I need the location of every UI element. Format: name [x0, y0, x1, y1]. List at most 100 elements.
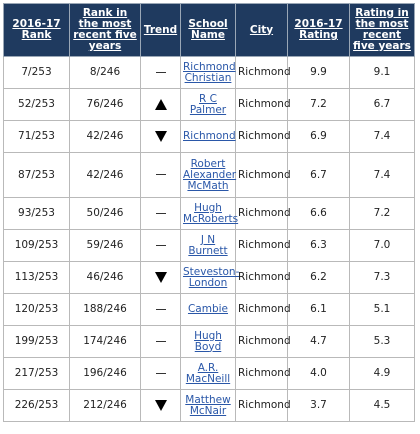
school-link[interactable]: Cambie — [187, 303, 229, 315]
city-cell: Richmond — [235, 197, 291, 230]
trend-flat-icon — [155, 212, 166, 214]
rating-five-years-cell: 5.1 — [349, 293, 415, 326]
trend-cell — [140, 88, 181, 121]
rating-five-years-cell: 7.0 — [349, 229, 415, 262]
school-ranking-table-container: 2016-17 Rank Rank in the most recent fiv… — [3, 3, 415, 422]
table-row: 93/253 50/246 Hugh McRoberts Richmond 6.6 7.2 — [3, 197, 415, 230]
table-body: 7/253 8/246 Richmond Christian Richmond 9.9 9… — [3, 56, 415, 422]
trend-flat-icon — [155, 308, 166, 310]
school-cell: Richmond Christian — [180, 56, 236, 89]
header-city[interactable]: City — [235, 3, 288, 57]
table-row: 113/253 46/246 Steveston-London Richmond 6.2… — [3, 261, 415, 294]
trend-cell — [140, 293, 181, 326]
rank-cell: 93/253 — [3, 197, 70, 230]
rating-cell: 6.3 — [287, 229, 350, 262]
rank-cell: 7/253 — [3, 56, 70, 89]
city-cell: Richmond — [235, 56, 291, 89]
rating-five-years-cell: 9.1 — [349, 56, 415, 89]
rating-five-years-cell: 6.7 — [349, 88, 415, 121]
trend-cell — [140, 152, 181, 198]
city-cell: Richmond — [235, 120, 291, 153]
rank-cell: 113/253 — [3, 261, 70, 294]
school-link[interactable]: Robert Alexander McMath — [183, 157, 237, 192]
trend-cell — [140, 120, 181, 153]
trend-flat-icon — [155, 71, 166, 73]
rating-cell: 6.1 — [287, 293, 350, 326]
school-link[interactable]: Steveston-London — [183, 265, 240, 289]
city-cell: Richmond — [235, 261, 291, 294]
trend-cell — [140, 325, 181, 358]
rating-cell: 9.9 — [287, 56, 350, 89]
trend-cell — [140, 197, 181, 230]
table-row: 226/253 212/246 Matthew McNair Richmond 3.7 4… — [3, 389, 415, 422]
city-cell: Richmond — [235, 88, 291, 121]
school-link[interactable]: Richmond — [183, 130, 236, 142]
school-cell: R C Palmer — [180, 88, 236, 121]
school-cell: Hugh McRoberts — [180, 197, 239, 230]
header-rank[interactable]: 2016-17 Rank — [3, 3, 70, 57]
rank-five-years-cell: 8/246 — [69, 56, 141, 89]
trend-down-icon — [154, 130, 167, 142]
trend-cell — [140, 229, 181, 262]
school-cell: Robert Alexander McMath — [180, 152, 237, 198]
school-ranking-table: 2016-17 Rank Rank in the most recent fiv… — [3, 3, 415, 422]
table-row: 7/253 8/246 Richmond Christian Richmond 9.9 9… — [3, 56, 415, 89]
school-cell: Cambie — [180, 293, 236, 326]
rating-cell: 6.9 — [287, 120, 350, 153]
table-row: 52/253 76/246 R C Palmer Richmond 7.2 6.7 — [3, 88, 415, 121]
trend-down-icon — [154, 399, 167, 411]
school-cell: J N Burnett — [180, 229, 236, 262]
school-link[interactable]: Richmond Christian — [183, 60, 236, 84]
table-row: 87/253 42/246 Robert Alexander McMath Richm… — [3, 152, 415, 198]
trend-up-icon — [154, 98, 167, 110]
rating-five-years-cell: 4.9 — [349, 357, 415, 390]
rank-five-years-cell: 42/246 — [69, 152, 141, 198]
school-cell: Steveston-London — [180, 261, 240, 294]
header-trend[interactable]: Trend — [140, 3, 181, 57]
rating-cell: 4.7 — [287, 325, 350, 358]
school-cell: Hugh Boyd — [180, 325, 236, 358]
trend-flat-icon — [155, 340, 166, 342]
rank-five-years-cell: 174/246 — [69, 325, 141, 358]
school-link[interactable]: Hugh Boyd — [194, 329, 222, 353]
city-cell: Richmond — [235, 293, 291, 326]
school-cell: A.R. MacNeill — [180, 357, 236, 390]
rating-five-years-cell: 7.3 — [349, 261, 415, 294]
header-rank-five-years[interactable]: Rank in the most recent five years — [69, 3, 141, 57]
trend-down-icon — [154, 271, 167, 283]
table-row: 217/253 196/246 A.R. MacNeill Richmond 4.0 4.… — [3, 357, 415, 390]
school-link[interactable]: R C Palmer — [189, 92, 227, 116]
trend-cell — [140, 261, 181, 294]
rating-cell: 3.7 — [287, 389, 350, 422]
trend-cell — [140, 357, 181, 390]
school-link[interactable]: J N Burnett — [188, 233, 228, 257]
school-link[interactable]: A.R. MacNeill — [185, 361, 231, 385]
rating-five-years-cell: 7.4 — [349, 152, 415, 198]
rank-cell: 226/253 — [3, 389, 70, 422]
rating-cell: 7.2 — [287, 88, 350, 121]
city-cell: Richmond — [235, 357, 291, 390]
rank-five-years-cell: 196/246 — [69, 357, 141, 390]
rank-five-years-cell: 76/246 — [69, 88, 141, 121]
rank-cell: 87/253 — [3, 152, 70, 198]
city-cell: Richmond — [235, 229, 291, 262]
header-school-name[interactable]: School Name — [180, 3, 236, 57]
rating-five-years-cell: 4.5 — [349, 389, 415, 422]
rank-cell: 71/253 — [3, 120, 70, 153]
trend-flat-icon — [155, 174, 166, 175]
school-link[interactable]: Hugh McRoberts — [183, 201, 239, 225]
rank-cell: 199/253 — [3, 325, 70, 358]
school-link[interactable]: Matthew McNair — [185, 393, 231, 417]
rating-cell: 4.0 — [287, 357, 350, 390]
trend-cell — [140, 389, 181, 422]
rating-cell: 6.6 — [287, 197, 350, 230]
city-cell: Richmond — [235, 325, 291, 358]
header-rating-five-years[interactable]: Rating in the most recent five years — [349, 3, 415, 57]
trend-flat-icon — [155, 244, 166, 246]
trend-flat-icon — [155, 372, 166, 374]
rank-five-years-cell: 42/246 — [69, 120, 141, 153]
rating-five-years-cell: 7.4 — [349, 120, 415, 153]
school-cell: Richmond — [180, 120, 236, 153]
rank-five-years-cell: 59/246 — [69, 229, 141, 262]
header-rating[interactable]: 2016-17 Rating — [287, 3, 350, 57]
